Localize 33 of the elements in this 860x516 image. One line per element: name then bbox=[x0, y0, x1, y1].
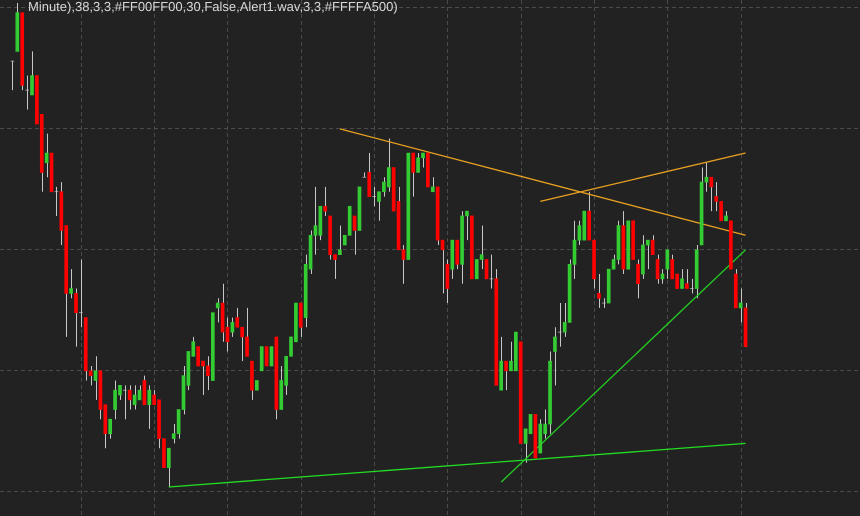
candlestick bbox=[724, 210, 728, 222]
candlestick bbox=[338, 225, 342, 256]
candlestick bbox=[656, 254, 660, 284]
candlestick bbox=[323, 186, 328, 216]
candlestick bbox=[650, 234, 655, 256]
candlestick bbox=[94, 356, 98, 400]
candlestick bbox=[680, 268, 684, 290]
candlestick bbox=[666, 249, 670, 280]
candlestick bbox=[484, 259, 488, 280]
candlestick bbox=[230, 317, 234, 338]
candlestick bbox=[147, 384, 152, 430]
candlestick bbox=[44, 133, 48, 178]
candlestick bbox=[636, 259, 640, 299]
candlestick bbox=[167, 448, 171, 488]
chart-title: Minute),38,3,3,#FF00FF00,30,False,Alert1.wav,3,3,#FFFFA500) bbox=[28, 0, 398, 14]
candlestick bbox=[660, 268, 664, 284]
candlestick bbox=[254, 380, 259, 390]
candlestick bbox=[690, 278, 694, 294]
candlestick bbox=[270, 346, 274, 366]
candlestick bbox=[710, 176, 714, 212]
candlestick bbox=[10, 60, 14, 91]
candlestick bbox=[69, 268, 73, 299]
candlestick bbox=[553, 326, 557, 386]
candlestick bbox=[411, 152, 416, 198]
candlestick bbox=[504, 360, 508, 391]
candlestick bbox=[216, 298, 220, 323]
candlestick bbox=[597, 274, 601, 308]
candlestick bbox=[738, 288, 742, 323]
candlestick bbox=[602, 298, 606, 308]
candlestick bbox=[108, 418, 112, 440]
candlestick bbox=[264, 346, 268, 366]
candlestick bbox=[430, 176, 435, 192]
candlestick bbox=[352, 215, 356, 256]
